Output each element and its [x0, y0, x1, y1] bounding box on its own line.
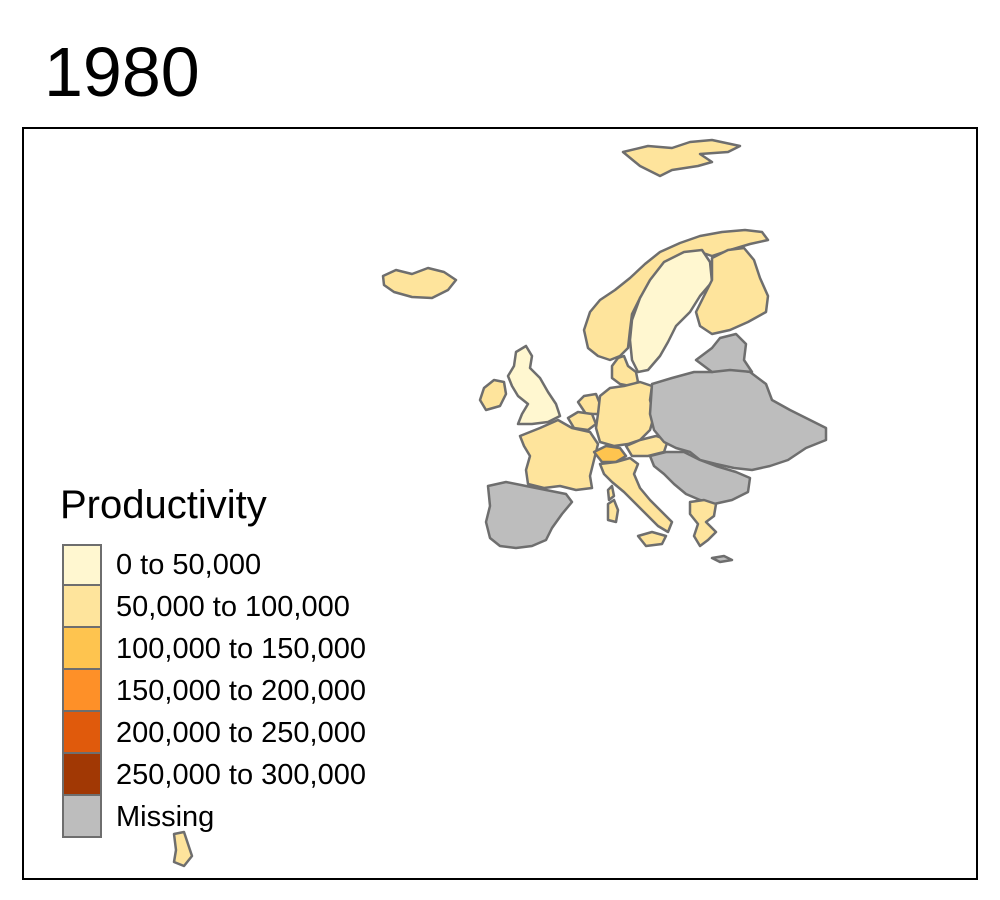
legend-label: 0 to 50,000: [116, 549, 262, 581]
legend-item: 50,000 to 100,000: [60, 586, 350, 628]
region-france[interactable]: [518, 418, 600, 492]
region-united-kingdom[interactable]: [506, 344, 562, 426]
legend-label: 100,000 to 150,000: [116, 633, 366, 665]
legend-swatch: [62, 670, 102, 712]
legend-label: 150,000 to 200,000: [116, 675, 366, 707]
legend-swatch: [62, 712, 102, 754]
region-crete[interactable]: [710, 554, 734, 564]
legend-title: Productivity: [60, 483, 267, 527]
legend-swatch: [62, 628, 102, 670]
legend-label: 250,000 to 300,000: [116, 759, 366, 791]
legend: Productivity 0 to 50,000 50,000 to 100,00…: [60, 478, 366, 838]
region-sicily[interactable]: [636, 530, 668, 548]
region-baltics[interactable]: [694, 332, 754, 374]
legend-swatch: [62, 796, 102, 838]
region-germany[interactable]: [594, 380, 656, 448]
legend-item: 150,000 to 200,000: [60, 670, 366, 712]
legend-rows: 0 to 50,000 50,000 to 100,000 100,000 to 1…: [60, 544, 366, 838]
region-corsica[interactable]: [606, 484, 616, 502]
legend-swatch: [62, 754, 102, 796]
region-spain-portugal[interactable]: [484, 480, 574, 550]
legend-item: Missing: [60, 796, 267, 838]
legend-label: Missing: [116, 801, 215, 833]
legend-swatch: [62, 544, 102, 586]
legend-item: 200,000 to 250,000: [60, 712, 366, 754]
map-title: 1980: [44, 33, 200, 111]
region-denmark[interactable]: [610, 354, 640, 388]
region-iceland[interactable]: [381, 266, 458, 300]
legend-swatch: [62, 586, 102, 628]
legend-label: 50,000 to 100,000: [116, 591, 350, 623]
region-sweden[interactable]: [628, 248, 714, 374]
region-overseas-territory[interactable]: [172, 830, 194, 868]
region-ireland[interactable]: [478, 378, 508, 412]
region-austria[interactable]: [624, 434, 670, 458]
region-greece[interactable]: [688, 498, 718, 548]
legend-label: 200,000 to 250,000: [116, 717, 366, 749]
legend-item: 250,000 to 300,000: [60, 754, 366, 796]
region-netherlands[interactable]: [576, 392, 602, 416]
region-italy[interactable]: [598, 456, 674, 534]
region-sardinia[interactable]: [606, 498, 620, 524]
region-switzerland[interactable]: [592, 444, 628, 464]
legend-item: 0 to 50,000: [60, 544, 267, 586]
legend-item: 100,000 to 150,000: [60, 628, 366, 670]
region-balkans[interactable]: [648, 450, 752, 506]
region-finland[interactable]: [694, 246, 770, 336]
region-svalbard[interactable]: [621, 138, 742, 178]
